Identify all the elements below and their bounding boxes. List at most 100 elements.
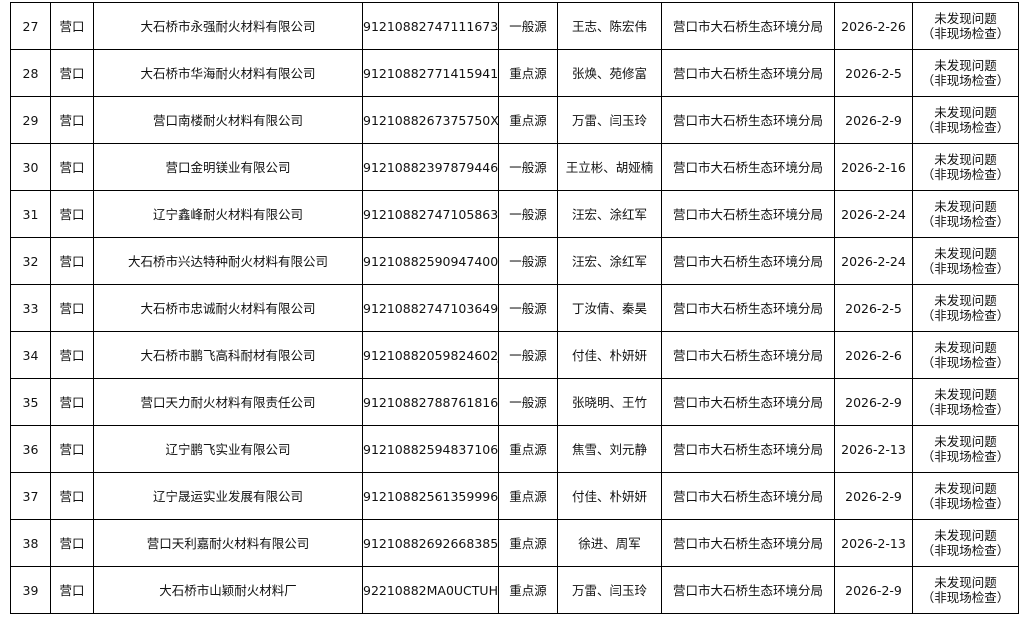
table-cell: 91210882747105863X xyxy=(362,190,499,238)
table-cell: 2026-2-13 xyxy=(834,519,913,567)
table-cell: 营口 xyxy=(50,519,94,567)
table-cell: 重点源 xyxy=(498,96,558,144)
table-cell: 营口 xyxy=(50,49,94,97)
table-cell: 30 xyxy=(10,143,51,191)
table-cell: 营口市大石桥生态环境分局 xyxy=(661,96,835,144)
table-cell: 王立彬、胡娅楠 xyxy=(557,143,662,191)
table-cell: 2026-2-9 xyxy=(834,472,913,520)
table-cell: 营口 xyxy=(50,566,94,614)
table-cell: 2026-2-5 xyxy=(834,284,913,332)
table-body: 27 营口 大石桥市永强耐火材料有限公司 91210882747111673E 一般源王… xyxy=(10,2,1019,614)
table-row: 29 营口 营口南楼耐火材料有限公司 9121088267375750XX 重点源 万雷、… xyxy=(10,96,1019,144)
table-row: 30 营口 营口金明镁业有限公司 91210882397879446G 一般源 王立彬、胡… xyxy=(10,143,1019,191)
table-cell: 一般源 xyxy=(498,190,558,238)
table-cell: 大石桥市永强耐火材料有限公司 xyxy=(93,2,363,50)
table-cell: 重点源 xyxy=(498,566,558,614)
table-cell: 未发现问题 （非现场检查） xyxy=(912,566,1019,614)
table-cell: 一般源 xyxy=(498,284,558,332)
table-cell: 营口市大石桥生态环境分局 xyxy=(661,237,835,285)
table-cell: 营口 xyxy=(50,425,94,473)
table-cell: 万雷、闫玉玲 xyxy=(557,566,662,614)
table-cell: 91210882747111673E xyxy=(362,2,499,50)
table-cell: 汪宏、涂红军 xyxy=(557,237,662,285)
table-cell: 912108825613599961 xyxy=(362,472,499,520)
table-cell: 2026-2-26 xyxy=(834,2,913,50)
table-cell: 营口市大石桥生态环境分局 xyxy=(661,566,835,614)
table-row: 33 营口 大石桥市忠诚耐火材料有限公司 91210882747103649L 一般源丁… xyxy=(10,284,1019,332)
table-cell: 一般源 xyxy=(498,237,558,285)
table-cell: 未发现问题 （非现场检查） xyxy=(912,143,1019,191)
table-cell: 营口 xyxy=(50,2,94,50)
table-cell: 丁汝倩、秦昊 xyxy=(557,284,662,332)
table-cell: 31 xyxy=(10,190,51,238)
table-cell: 91210882771415941U xyxy=(362,49,499,97)
table-cell: 付佳、朴妍妍 xyxy=(557,331,662,379)
table-cell: 912108825948371062 xyxy=(362,425,499,473)
table-row: 28 营口 大石桥市华海耐火材料有限公司 91210882771415941U 重点源张… xyxy=(10,49,1019,97)
table-cell: 大石桥市忠诚耐火材料有限公司 xyxy=(93,284,363,332)
table-cell: 营口 xyxy=(50,96,94,144)
table-cell: 营口市大石桥生态环境分局 xyxy=(661,2,835,50)
table-cell: 29 xyxy=(10,96,51,144)
table-cell: 营口市大石桥生态环境分局 xyxy=(661,331,835,379)
data-table: 27 营口 大石桥市永强耐火材料有限公司 91210882747111673E 一般源王… xyxy=(10,2,1019,614)
table-cell: 27 xyxy=(10,2,51,50)
table-cell: 未发现问题 （非现场检查） xyxy=(912,49,1019,97)
table-cell: 张晓明、王竹 xyxy=(557,378,662,426)
table-cell: 未发现问题 （非现场检查） xyxy=(912,96,1019,144)
table-cell: 王志、陈宏伟 xyxy=(557,2,662,50)
table-cell: 焦雪、刘元静 xyxy=(557,425,662,473)
table-cell: 重点源 xyxy=(498,425,558,473)
table-cell: 营口 xyxy=(50,378,94,426)
table-cell: 2026-2-16 xyxy=(834,143,913,191)
table-cell: 营口 xyxy=(50,331,94,379)
table-cell: 91210882788761816H xyxy=(362,378,499,426)
table-cell: 营口市大石桥生态环境分局 xyxy=(661,519,835,567)
table-cell: 营口市大石桥生态环境分局 xyxy=(661,472,835,520)
table-cell: 未发现问题 （非现场检查） xyxy=(912,331,1019,379)
table-cell: 2026-2-9 xyxy=(834,96,913,144)
table-cell: 2026-2-6 xyxy=(834,331,913,379)
table-cell: 9121088267375750XX xyxy=(362,96,499,144)
table-cell: 37 xyxy=(10,472,51,520)
table-cell: 大石桥市兴达特种耐火材料有限公司 xyxy=(93,237,363,285)
table-cell: 重点源 xyxy=(498,49,558,97)
table-cell: 营口市大石桥生态环境分局 xyxy=(661,378,835,426)
table-cell: 未发现问题 （非现场检查） xyxy=(912,425,1019,473)
table-cell: 汪宏、涂红军 xyxy=(557,190,662,238)
table-cell: 912108825909474000 xyxy=(362,237,499,285)
table-cell: 营口 xyxy=(50,472,94,520)
table-row: 36 营口 辽宁鹏飞实业有限公司 912108825948371062 重点源 焦雪、刘元… xyxy=(10,425,1019,473)
table-cell: 营口市大石桥生态环境分局 xyxy=(661,284,835,332)
table-row: 35 营口 营口天力耐火材料有限责任公司 91210882788761816H 一般源张… xyxy=(10,378,1019,426)
table-cell: 一般源 xyxy=(498,378,558,426)
table-cell: 重点源 xyxy=(498,472,558,520)
table-row: 38 营口 营口天利嘉耐火材料有限公司 91210882692668385T 重点源 徐进… xyxy=(10,519,1019,567)
table-cell: 一般源 xyxy=(498,143,558,191)
table-row: 37 营口 辽宁晟运实业发展有限公司 912108825613599961 重点源 付佳、… xyxy=(10,472,1019,520)
table-cell: 未发现问题 （非现场检查） xyxy=(912,284,1019,332)
table-cell: 未发现问题 （非现场检查） xyxy=(912,472,1019,520)
table-cell: 张焕、苑修富 xyxy=(557,49,662,97)
table-cell: 2026-2-5 xyxy=(834,49,913,97)
table-cell: 39 xyxy=(10,566,51,614)
table-cell: 未发现问题 （非现场检查） xyxy=(912,190,1019,238)
table-cell: 91210882397879446G xyxy=(362,143,499,191)
table-cell: 辽宁鑫峰耐火材料有限公司 xyxy=(93,190,363,238)
table-cell: 91210882692668385T xyxy=(362,519,499,567)
table-cell: 一般源 xyxy=(498,2,558,50)
table-cell: 营口市大石桥生态环境分局 xyxy=(661,143,835,191)
table-cell: 营口 xyxy=(50,143,94,191)
table-cell: 33 xyxy=(10,284,51,332)
table-row: 27 营口 大石桥市永强耐火材料有限公司 91210882747111673E 一般源王… xyxy=(10,2,1019,50)
table-cell: 35 xyxy=(10,378,51,426)
table-cell: 辽宁晟运实业发展有限公司 xyxy=(93,472,363,520)
table-cell: 2026-2-13 xyxy=(834,425,913,473)
table-cell: 92210882MA0UCTUH9C xyxy=(362,566,499,614)
table-cell: 未发现问题 （非现场检查） xyxy=(912,237,1019,285)
table-cell: 大石桥市华海耐火材料有限公司 xyxy=(93,49,363,97)
table-cell: 28 xyxy=(10,49,51,97)
table-cell: 重点源 xyxy=(498,519,558,567)
table-cell: 91210882059824602J xyxy=(362,331,499,379)
